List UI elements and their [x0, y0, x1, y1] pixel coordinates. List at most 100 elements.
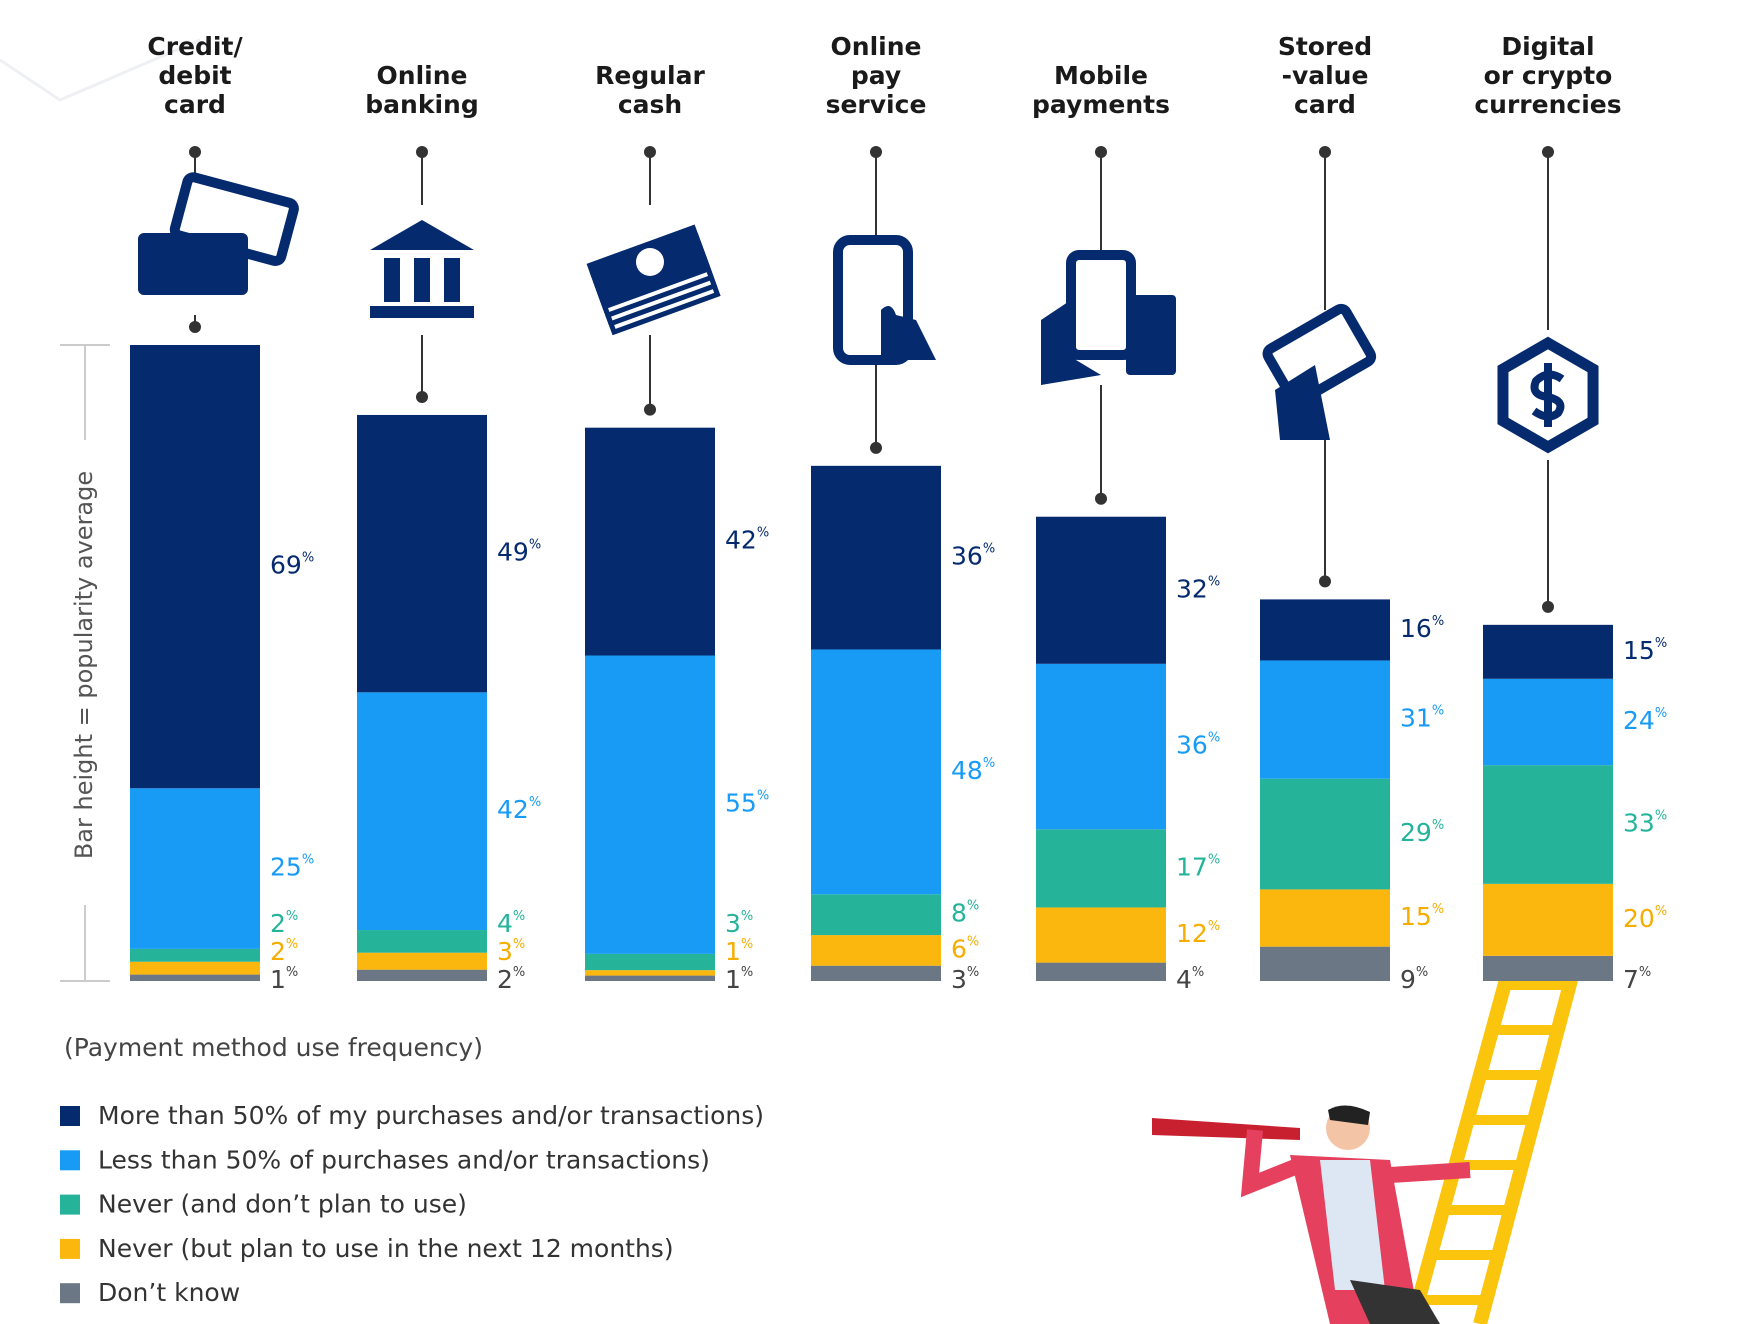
connector-dot — [1095, 492, 1107, 505]
data-label-value: 24 — [1623, 706, 1655, 735]
connector-dot — [189, 321, 201, 333]
category-icon — [1031, 250, 1176, 385]
data-label: 20% — [1623, 903, 1667, 933]
data-label-unit: % — [1432, 703, 1444, 718]
data-label-value: 16 — [1400, 614, 1432, 643]
data-label-value: 49 — [497, 538, 529, 567]
bar-segment — [585, 975, 715, 981]
data-label-value: 3 — [951, 965, 967, 994]
connector-dot — [870, 146, 882, 158]
data-label-value: 31 — [1400, 704, 1432, 733]
bar-segment — [585, 970, 715, 976]
bar-segment — [1260, 599, 1390, 661]
category-label: Credit/ — [147, 32, 243, 61]
category-label: banking — [365, 90, 478, 119]
data-label: 9% — [1400, 965, 1428, 995]
bar-segment — [811, 465, 941, 650]
person-legs — [1350, 1280, 1440, 1324]
category-label: or crypto — [1484, 61, 1613, 90]
data-label: 1% — [270, 965, 298, 995]
background-decoration — [0, 38, 201, 102]
data-label-unit: % — [1655, 705, 1667, 720]
data-label: 3% — [497, 937, 525, 967]
icon-shape — [1041, 300, 1101, 385]
data-label: 49% — [497, 537, 541, 567]
bar-segment — [130, 345, 260, 789]
bar-segment — [811, 649, 941, 895]
data-label-unit: % — [529, 795, 541, 810]
icon-shape — [636, 248, 664, 276]
data-label: 3% — [725, 909, 753, 939]
connector-dot — [1542, 146, 1554, 158]
data-label: 2% — [270, 909, 298, 939]
data-label-value: 55 — [725, 789, 757, 818]
data-label: 29% — [1400, 818, 1444, 848]
connector-dot — [416, 390, 428, 403]
icon-shape — [370, 220, 474, 250]
data-label-unit: % — [513, 937, 525, 952]
icon-shape — [1126, 295, 1176, 375]
bar-segment — [811, 965, 941, 981]
bar-segment — [1483, 678, 1613, 766]
data-label-value: 7 — [1623, 965, 1639, 994]
data-label-unit: % — [1639, 965, 1651, 980]
bar-segment — [811, 935, 941, 966]
icon-shape — [384, 258, 400, 302]
data-label: 32% — [1176, 574, 1220, 604]
data-label-value: 15 — [1400, 902, 1432, 931]
data-label: 42% — [497, 795, 541, 825]
data-label: 3% — [951, 965, 979, 995]
person-hair — [1328, 1105, 1370, 1125]
illustration — [1152, 963, 1582, 1324]
bar-segment — [1260, 946, 1390, 981]
data-label-value: 6 — [951, 934, 967, 963]
data-label: 25% — [270, 852, 314, 882]
data-label-unit: % — [286, 937, 298, 952]
bar-segment — [1036, 907, 1166, 963]
bar-segment — [585, 655, 715, 954]
bar-segment — [357, 952, 487, 970]
data-label-unit: % — [983, 755, 995, 770]
data-label-value: 48 — [951, 756, 983, 785]
bar-segment — [1036, 663, 1166, 830]
legend-swatch — [60, 1238, 80, 1259]
data-label-value: 3 — [497, 937, 513, 966]
category-label: card — [164, 90, 226, 119]
category-label: Mobile — [1054, 61, 1148, 90]
connector-dot — [1319, 575, 1331, 588]
legend-swatch — [60, 1194, 80, 1215]
icon-shape — [1262, 303, 1377, 407]
legend-swatch — [60, 1150, 80, 1171]
legend-label: Less than 50% of purchases and/or transa… — [98, 1145, 710, 1174]
data-label-value: 2 — [270, 909, 286, 938]
connector-dot — [870, 441, 882, 454]
connector-dot — [1319, 146, 1331, 158]
bar-segment — [1260, 778, 1390, 890]
data-label-value: 1 — [725, 965, 741, 994]
category-icon — [1255, 303, 1395, 440]
data-label-unit: % — [513, 909, 525, 924]
data-label: 42% — [725, 525, 769, 555]
data-label-value: 15 — [1623, 636, 1655, 665]
data-label-unit: % — [741, 909, 753, 924]
bar-segment — [585, 953, 715, 971]
y-axis-label: Bar height = popularity average — [70, 471, 98, 859]
data-label-value: 69 — [270, 551, 302, 580]
category-icon — [1478, 330, 1618, 460]
bar-segment — [357, 414, 487, 693]
legend-label: Never (and don’t plan to use) — [98, 1190, 467, 1219]
data-label-unit: % — [967, 934, 979, 949]
category-label: -value — [1282, 61, 1369, 90]
category-label: debit — [158, 61, 231, 90]
person-arm — [1240, 1129, 1303, 1198]
bar-segment — [1260, 660, 1390, 779]
bar-segment — [1036, 829, 1166, 908]
category-label: service — [826, 90, 927, 119]
data-label: 31% — [1400, 703, 1444, 733]
data-label-value: 3 — [725, 909, 741, 938]
bar-segment — [1483, 955, 1613, 981]
category-label: Digital — [1501, 32, 1594, 61]
category-label: cash — [618, 90, 682, 119]
ladder-rail — [1473, 963, 1582, 1324]
